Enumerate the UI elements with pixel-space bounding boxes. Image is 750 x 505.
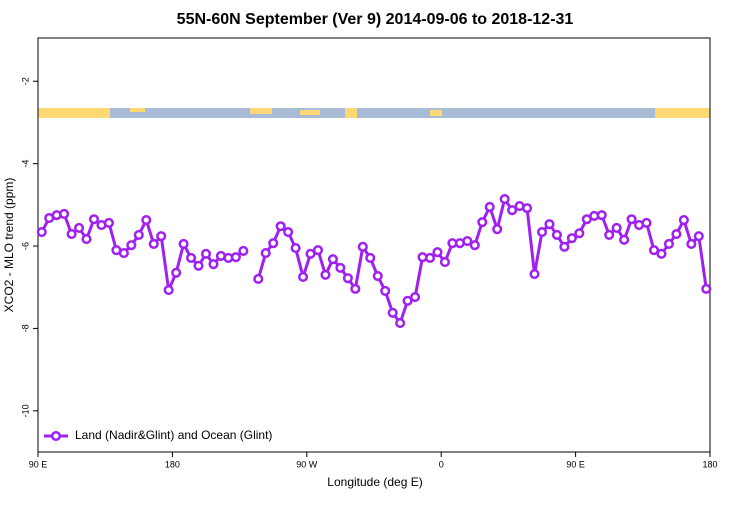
data-point <box>604 229 615 240</box>
map-strip <box>38 108 710 118</box>
data-point <box>656 248 667 259</box>
data-point <box>193 260 204 271</box>
x-tick-label: 90 E <box>29 459 48 469</box>
data-point <box>492 224 503 235</box>
data-point <box>126 240 137 251</box>
data-point <box>484 201 495 212</box>
data-point <box>312 245 324 256</box>
data-point <box>186 252 197 264</box>
data-point <box>305 248 316 259</box>
data-point <box>74 222 85 233</box>
data-point <box>283 226 294 238</box>
legend-label: Land (Nadir&Glint) and Ocean (Glint) <box>75 428 272 442</box>
data-point <box>536 226 548 238</box>
data-point <box>118 247 129 259</box>
data-point <box>230 252 241 263</box>
data-point <box>641 217 652 229</box>
y-axis-label: XCO2 - MLO trend (ppm) <box>2 178 16 313</box>
data-point <box>469 240 480 251</box>
data-point <box>648 245 660 256</box>
data-point <box>253 273 264 285</box>
data-point <box>566 233 577 244</box>
data-point <box>596 210 607 221</box>
data-point <box>141 215 152 226</box>
data-point <box>626 214 637 225</box>
data-point <box>477 217 488 228</box>
data-point <box>551 229 562 240</box>
data-point <box>619 234 630 245</box>
data-point <box>320 269 331 280</box>
data-point <box>499 194 510 205</box>
data-point <box>208 259 219 270</box>
data-point <box>156 231 167 242</box>
data-point <box>663 238 674 250</box>
x-tick-label: 90 E <box>566 459 585 469</box>
data-point <box>36 226 47 238</box>
data-point <box>178 238 189 250</box>
data-point <box>432 247 443 258</box>
y-tick-label: -2 <box>20 77 30 85</box>
data-point <box>327 254 338 265</box>
data-point <box>462 236 473 247</box>
data-point <box>66 229 77 240</box>
data-point <box>559 241 570 252</box>
data-point <box>701 283 712 294</box>
chart-title: 55N-60N September (Ver 9) 2014-09-06 to … <box>177 11 574 28</box>
data-point <box>365 252 376 264</box>
data-point <box>298 271 309 282</box>
data-point <box>59 208 70 219</box>
data-point <box>171 267 182 278</box>
data-point <box>238 245 249 257</box>
data-point <box>88 214 100 225</box>
data-point <box>686 238 697 250</box>
y-tick-label: -4 <box>20 160 30 168</box>
data-point <box>424 252 436 264</box>
x-tick-label: 180 <box>702 459 717 469</box>
data-point <box>372 271 383 282</box>
x-axis-label: Longitude (deg E) <box>327 475 422 489</box>
y-tick-label: -8 <box>20 324 30 332</box>
data-point <box>507 205 518 216</box>
legend-marker <box>50 430 62 442</box>
data-point <box>268 238 279 249</box>
data-point <box>529 268 540 280</box>
data-point <box>693 231 704 242</box>
data-point <box>350 283 361 294</box>
data-point <box>200 248 212 259</box>
data-point <box>611 222 622 233</box>
data-point <box>357 241 368 252</box>
x-tick-label: 180 <box>165 459 180 469</box>
x-tick-label: 0 <box>439 459 444 469</box>
data-point <box>275 221 286 232</box>
data-point <box>335 262 346 273</box>
data-point <box>439 257 450 268</box>
data-point <box>522 203 533 214</box>
data-point <box>342 273 353 284</box>
data-point <box>387 307 398 318</box>
y-tick-label: -10 <box>20 404 30 417</box>
data-point <box>260 247 271 259</box>
data-point <box>81 233 92 245</box>
data-point <box>163 285 174 296</box>
data-point <box>671 229 682 240</box>
data-point <box>402 295 413 306</box>
data-point <box>290 243 301 254</box>
data-point <box>148 238 159 250</box>
data-point <box>395 318 406 329</box>
data-point <box>410 292 421 303</box>
data-point <box>574 228 585 239</box>
data-point <box>544 219 555 230</box>
plot-frame <box>37 37 711 453</box>
data-point <box>133 229 144 240</box>
x-tick-label: 90 W <box>296 459 318 469</box>
data-point <box>103 217 114 229</box>
data-point <box>380 285 391 296</box>
data-point <box>678 215 689 226</box>
y-tick-label: -6 <box>20 242 30 250</box>
